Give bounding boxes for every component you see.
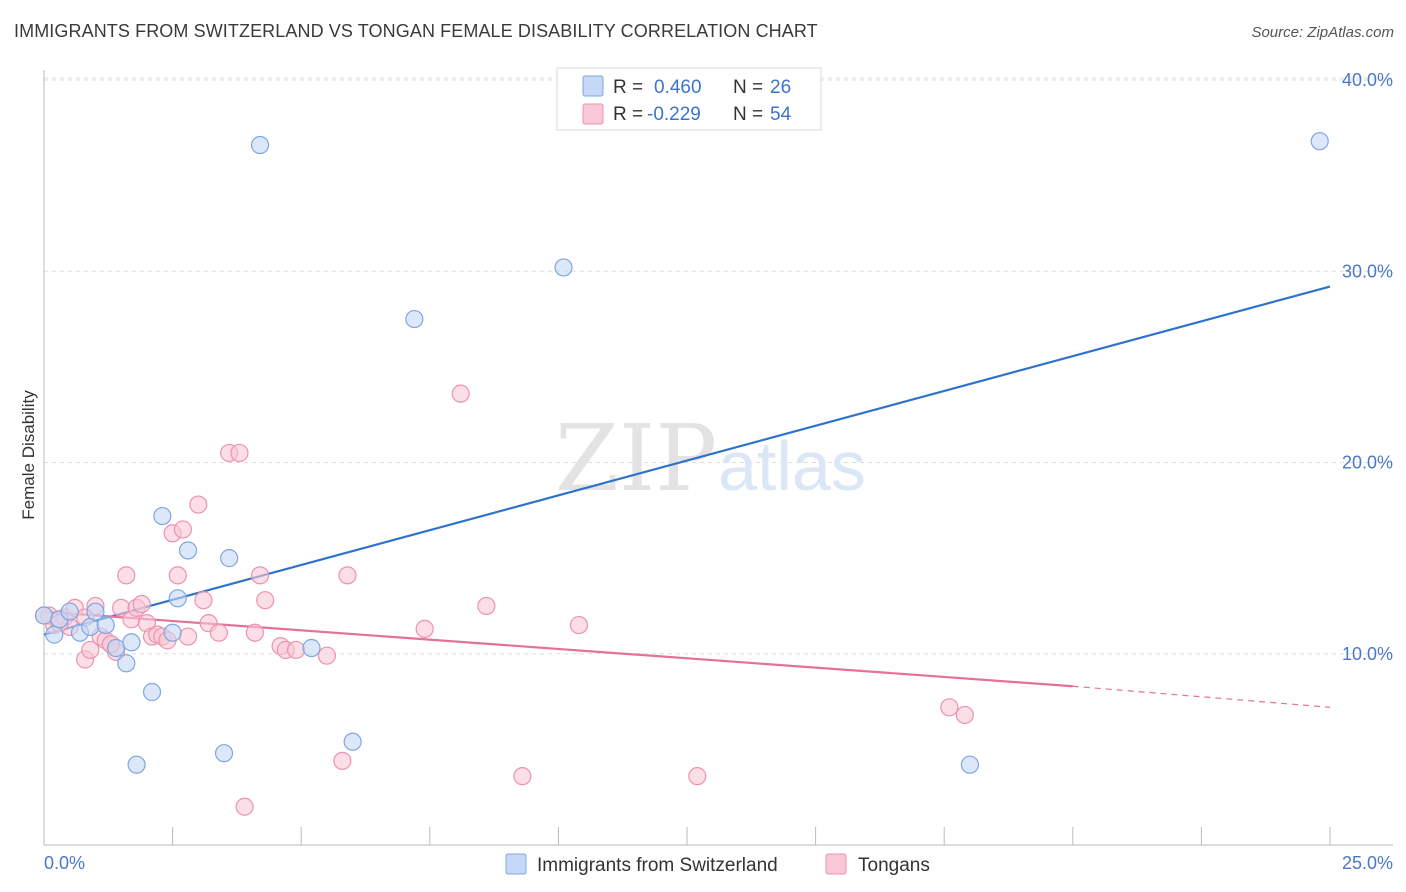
point-tongans-39: [286, 640, 306, 660]
point-switzerland-12: [142, 682, 162, 702]
point-tongans-48: [688, 767, 707, 786]
point-switzerland-3: [60, 602, 79, 621]
point-switzerland-23: [554, 258, 573, 277]
point-switzerland-21: [343, 732, 362, 751]
points-layer: [34, 132, 1329, 816]
point-switzerland-5: [81, 617, 100, 637]
point-tongans-25: [173, 520, 192, 539]
y-tick-label-10: 10.0%: [1342, 644, 1393, 664]
point-switzerland-19: [250, 135, 270, 155]
point-tongans-17: [132, 594, 151, 614]
x-tick-label-min: 0.0%: [44, 853, 85, 873]
point-tongans-32: [230, 443, 249, 463]
point-tongans-44: [451, 384, 470, 403]
legend-n-value-1: 26: [770, 77, 791, 98]
legend-swatch-tongans: [582, 103, 604, 125]
bottom-legend-label-tongans: Tongans: [858, 855, 930, 876]
point-tongans-33: [235, 797, 254, 816]
chart-source: Source: ZipAtlas.com: [1251, 24, 1394, 41]
point-switzerland-16: [178, 541, 198, 560]
point-switzerland-20: [302, 638, 321, 658]
y-axis-label: Female Disability: [19, 390, 38, 520]
axis-layer: 10.0% 20.0% 30.0% 40.0%: [43, 70, 1393, 846]
series-legend: Immigrants from Switzerland Tongans: [505, 853, 930, 876]
point-switzerland-15: [168, 589, 187, 608]
point-switzerland-1: [45, 625, 64, 644]
point-switzerland-6: [86, 602, 105, 621]
point-tongans-14: [117, 566, 136, 585]
legend-n-label-1: N =: [733, 77, 763, 98]
legend-r-label-1: R =: [613, 77, 643, 98]
point-switzerland-18: [220, 549, 239, 568]
point-tongans-50: [955, 705, 974, 725]
point-tongans-35: [250, 566, 270, 585]
point-switzerland-0: [34, 606, 54, 625]
watermark-zip: ZIP: [555, 405, 717, 512]
point-switzerland-10: [122, 633, 141, 652]
point-switzerland-24: [960, 755, 980, 774]
bottom-legend-swatch-switzerland: [505, 853, 527, 875]
legend-r-label-2: R =: [613, 104, 643, 125]
point-tongans-42: [338, 566, 357, 585]
watermark-atlas: atlas: [718, 427, 866, 505]
point-tongans-36: [256, 591, 275, 610]
point-switzerland-9: [117, 654, 136, 673]
point-tongans-40: [317, 646, 337, 665]
stats-legend: R = 0.460 N = 26 R = -0.229 N = 54: [556, 67, 822, 131]
point-tongans-46: [513, 767, 532, 786]
point-tongans-34: [245, 623, 265, 642]
trend-line-tongans-extension: [1072, 685, 1331, 708]
bottom-legend-label-switzerland: Immigrants from Switzerland: [537, 855, 778, 876]
point-tongans-47: [569, 615, 589, 635]
legend-n-label-2: N =: [733, 104, 763, 125]
point-switzerland-8: [106, 638, 126, 658]
point-tongans-43: [415, 619, 434, 638]
y-tick-label-20: 20.0%: [1342, 453, 1393, 473]
point-switzerland-17: [214, 744, 234, 763]
point-switzerland-14: [163, 623, 182, 642]
watermark: ZIP atlas: [555, 405, 866, 512]
point-switzerland-22: [405, 309, 424, 329]
y-tick-label-40: 40.0%: [1342, 70, 1393, 90]
point-tongans-45: [477, 596, 496, 616]
y-tick-label-30: 30.0%: [1342, 261, 1393, 281]
grid-layer: [44, 77, 1393, 655]
legend-r-value-1: 0.460: [654, 77, 702, 98]
trend-line-tongans: [43, 610, 1073, 688]
bottom-legend-swatch-tongans: [825, 853, 847, 875]
point-switzerland-13: [153, 506, 172, 526]
legend-swatch-switzerland: [582, 75, 604, 97]
point-tongans-7: [81, 640, 100, 660]
point-switzerland-7: [96, 615, 115, 635]
point-tongans-28: [194, 591, 213, 610]
point-tongans-24: [168, 566, 187, 585]
point-switzerland-25: [1310, 132, 1329, 151]
chart-title: IMMIGRANTS FROM SWITZERLAND VS TONGAN FE…: [14, 21, 818, 41]
point-switzerland-11: [127, 755, 146, 774]
point-tongans-49: [940, 698, 959, 717]
point-tongans-27: [189, 495, 208, 514]
point-tongans-41: [333, 751, 352, 770]
point-tongans-26: [178, 627, 198, 646]
legend-n-value-2: 54: [770, 104, 792, 125]
point-tongans-30: [209, 623, 228, 642]
legend-r-value-2: -0.229: [647, 104, 701, 125]
x-tick-label-max: 25.0%: [1342, 853, 1393, 873]
